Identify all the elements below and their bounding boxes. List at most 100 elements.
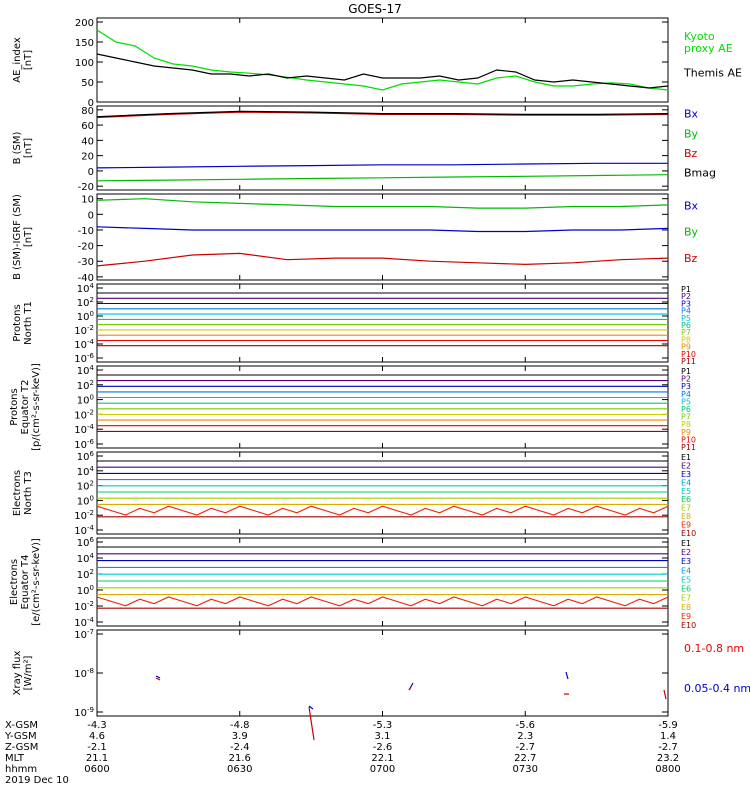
ephemeris-value: 2.3 — [517, 731, 533, 742]
channel-label: E9 — [681, 612, 691, 621]
legend-label: Bmag — [684, 166, 716, 179]
channel-label: P8 — [681, 420, 691, 429]
channel-label: E1 — [681, 453, 691, 462]
y-tick-label: 10-4 — [74, 338, 94, 351]
legend-label: By — [684, 127, 699, 140]
y-tick-label: 10-2 — [74, 324, 94, 337]
y-tick-label: 102 — [77, 379, 94, 392]
ephemeris-value: 21.1 — [86, 753, 108, 764]
panel-7: Electrons Equator T4 [e/(cm²-s-sr-keV)] 106… — [9, 536, 696, 630]
channel-label: P5 — [681, 314, 691, 323]
channel-label: P10 — [681, 350, 696, 359]
y-axis-label: Electrons — [12, 470, 23, 516]
channel-label: E2 — [681, 461, 691, 470]
y-tick-label: 10-4 — [74, 524, 94, 537]
xray-segment — [565, 671, 569, 680]
y-tick-label: 150 — [75, 38, 94, 49]
panel-frame — [96, 451, 669, 535]
ephemeris-value: 22.7 — [514, 753, 536, 764]
y-tick-label: -40 — [78, 273, 94, 284]
ephemeris-value: -4.8 — [230, 720, 250, 731]
y-tick-label: 100 — [77, 494, 94, 507]
y-axis-label: [nT] — [23, 50, 34, 70]
y-tick-label: 10-6 — [74, 352, 94, 365]
series-line-1 — [96, 226, 669, 233]
channel-label: E3 — [681, 557, 691, 566]
ephemeris-value: 4.6 — [89, 731, 105, 742]
panel-5: Protons Equator T2 [p/(cm²-s-sr-keV)] 104 10… — [9, 363, 696, 452]
series-line-1 — [96, 29, 669, 91]
y-tick-label: 100 — [75, 58, 94, 69]
xray-segment — [308, 705, 314, 710]
channel-label: E6 — [681, 585, 691, 594]
channel-label: P5 — [681, 397, 691, 406]
y-tick-label: 0 — [88, 167, 94, 178]
channel-label: E7 — [681, 594, 691, 603]
channel-label: E3 — [681, 470, 691, 479]
ephemeris-value: 0800 — [655, 764, 680, 775]
panel-frame — [96, 365, 669, 449]
y-tick-label: -20 — [78, 242, 94, 253]
ephemeris-value: 3.9 — [232, 731, 248, 742]
x-axis-ephemeris: X-GSM -4.3 -4.8 -5.3 -5.6 -5.9 Y-GSM 4.6 3.9 3.1 2… — [4, 720, 681, 786]
channel-label: P6 — [681, 405, 691, 414]
panel-frame — [96, 629, 669, 717]
plot-title: GOES-17 — [348, 2, 402, 16]
ephemeris-value: 0630 — [227, 764, 252, 775]
channel-label: P6 — [681, 321, 691, 330]
channel-label: E7 — [681, 504, 691, 513]
channel-label: P8 — [681, 335, 691, 344]
series-line-2 — [96, 174, 669, 182]
y-tick-label: 10-4 — [74, 616, 94, 629]
y-tick-label: 0 — [88, 210, 94, 221]
legend-label: Kyoto — [684, 30, 715, 43]
y-tick-label: 10-2 — [74, 408, 94, 421]
series-line-3 — [96, 252, 669, 267]
xray-segment — [408, 686, 412, 691]
panel-8: Xray flux [W/m²] 10-7 10-8 10-9 0.1-0.8 nm 0.0… — [12, 628, 750, 741]
y-tick-label: 100 — [77, 394, 94, 407]
channel-label: P7 — [681, 328, 691, 337]
y-tick-label: -10 — [78, 226, 94, 237]
ephemeris-value: -4.3 — [87, 720, 107, 731]
y-tick-label: 40 — [81, 136, 94, 147]
legend-label: 0.1-0.8 nm — [684, 642, 744, 655]
y-axis-label: Protons — [9, 388, 20, 425]
y-axis-label: Protons — [12, 304, 23, 341]
y-tick-label: 100 — [77, 584, 94, 597]
ephemeris-row-label: Y-GSM — [4, 731, 37, 742]
legend-label: Themis AE — [683, 66, 742, 79]
xray-segment — [308, 706, 315, 741]
channel-label: E1 — [681, 539, 691, 548]
channel-label: E10 — [681, 621, 696, 630]
series-line-3 — [96, 111, 669, 119]
legend-label: Bz — [684, 147, 698, 160]
channel-label: E5 — [681, 575, 691, 584]
channel-label: E5 — [681, 487, 691, 496]
y-tick-label: 60 — [81, 121, 94, 132]
y-tick-label: 10-9 — [74, 706, 94, 719]
channel-label: P7 — [681, 413, 691, 422]
y-tick-label: 106 — [77, 450, 95, 463]
y-axis-label: B (SM)-IGRF (SM) — [12, 194, 23, 280]
ephemeris-value: 1.4 — [660, 731, 676, 742]
ephemeris-value: 23.2 — [657, 753, 679, 764]
legend-label: proxy AE — [684, 42, 733, 55]
y-axis-label: Equator T4 — [20, 555, 31, 610]
y-tick-label: -30 — [78, 257, 94, 268]
channel-label: P4 — [681, 307, 691, 316]
ephemeris-value: 22.1 — [371, 753, 393, 764]
channel-label: P9 — [681, 428, 691, 437]
ephemeris-value: 0730 — [513, 764, 538, 775]
y-tick-label: 20 — [81, 152, 94, 163]
ephemeris-row-label: hhmm — [5, 764, 37, 775]
channel-label: P3 — [681, 382, 691, 391]
ephemeris-value: 21.6 — [229, 753, 251, 764]
channel-label: E9 — [681, 521, 691, 530]
channel-label: P9 — [681, 343, 691, 352]
y-axis-label: AE_index — [12, 37, 23, 83]
